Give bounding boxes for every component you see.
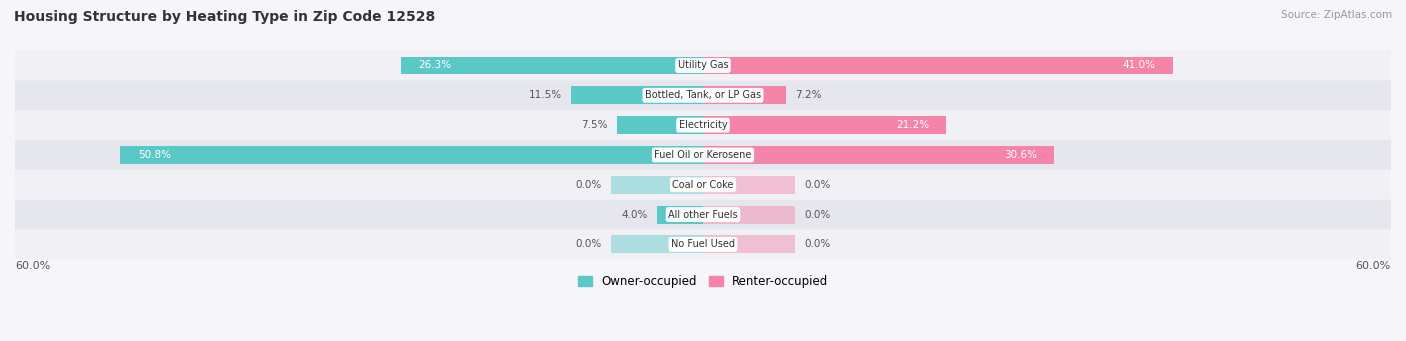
FancyBboxPatch shape [15, 199, 1391, 229]
Text: 0.0%: 0.0% [804, 180, 830, 190]
Text: 60.0%: 60.0% [15, 261, 51, 271]
Bar [703, 176, 794, 194]
Text: 7.2%: 7.2% [794, 90, 821, 100]
FancyBboxPatch shape [15, 80, 1391, 110]
Bar [703, 116, 946, 134]
Bar [703, 86, 786, 104]
FancyBboxPatch shape [15, 229, 1391, 259]
Text: All other Fuels: All other Fuels [668, 210, 738, 220]
Text: 41.0%: 41.0% [1123, 60, 1156, 71]
Text: 0.0%: 0.0% [804, 210, 830, 220]
Text: 7.5%: 7.5% [581, 120, 607, 130]
Legend: Owner-occupied, Renter-occupied: Owner-occupied, Renter-occupied [572, 270, 834, 293]
Bar [121, 146, 703, 164]
Text: 0.0%: 0.0% [576, 239, 602, 249]
Text: Utility Gas: Utility Gas [678, 60, 728, 71]
Bar [617, 116, 703, 134]
Text: 11.5%: 11.5% [529, 90, 562, 100]
Bar [703, 206, 794, 223]
Text: 60.0%: 60.0% [1355, 261, 1391, 271]
Text: 4.0%: 4.0% [621, 210, 648, 220]
Text: 0.0%: 0.0% [804, 239, 830, 249]
Text: Housing Structure by Heating Type in Zip Code 12528: Housing Structure by Heating Type in Zip… [14, 10, 436, 24]
Text: Bottled, Tank, or LP Gas: Bottled, Tank, or LP Gas [645, 90, 761, 100]
Bar [703, 235, 794, 253]
Text: Electricity: Electricity [679, 120, 727, 130]
Text: 0.0%: 0.0% [576, 180, 602, 190]
Text: Coal or Coke: Coal or Coke [672, 180, 734, 190]
Bar [703, 57, 1173, 74]
Bar [657, 206, 703, 223]
FancyBboxPatch shape [15, 110, 1391, 140]
Text: Source: ZipAtlas.com: Source: ZipAtlas.com [1281, 10, 1392, 20]
Bar [402, 57, 703, 74]
FancyBboxPatch shape [15, 50, 1391, 80]
Text: 50.8%: 50.8% [138, 150, 170, 160]
Bar [571, 86, 703, 104]
FancyBboxPatch shape [15, 170, 1391, 199]
Bar [612, 235, 703, 253]
Text: No Fuel Used: No Fuel Used [671, 239, 735, 249]
Text: Fuel Oil or Kerosene: Fuel Oil or Kerosene [654, 150, 752, 160]
Text: 26.3%: 26.3% [419, 60, 451, 71]
Bar [612, 176, 703, 194]
Bar [703, 146, 1054, 164]
FancyBboxPatch shape [15, 140, 1391, 170]
Text: 30.6%: 30.6% [1004, 150, 1036, 160]
Text: 21.2%: 21.2% [896, 120, 929, 130]
